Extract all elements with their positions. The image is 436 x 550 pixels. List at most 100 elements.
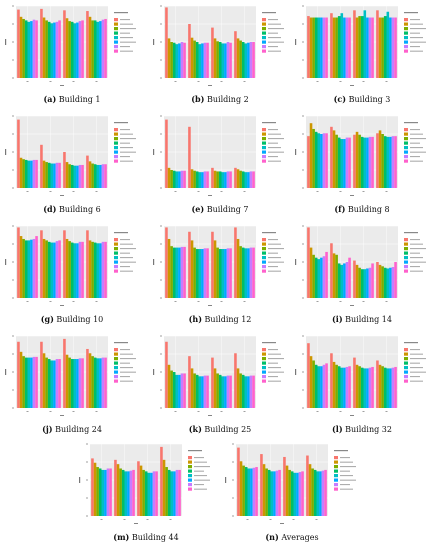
bar	[376, 262, 379, 298]
y-axis-title	[5, 259, 7, 265]
bar	[195, 171, 199, 188]
bar	[193, 373, 196, 408]
legend-label	[410, 349, 420, 351]
panel-caption: (k) Building 25	[150, 424, 290, 434]
bar	[270, 471, 274, 516]
chart-panel-2: (b) Building 2	[150, 2, 292, 108]
legend-swatch	[404, 348, 408, 352]
bar	[308, 464, 312, 516]
bar	[32, 159, 36, 188]
bar	[237, 447, 240, 516]
bar	[24, 357, 28, 408]
legend-swatch	[188, 469, 192, 473]
bar	[101, 241, 105, 298]
chart-panel-5: (e) Building 7	[150, 112, 292, 218]
chart-panel-12: (l) Building 32	[292, 332, 434, 438]
bar	[104, 469, 107, 516]
bar	[314, 131, 318, 188]
panel-label: (g)	[40, 314, 54, 324]
legend-label	[410, 147, 423, 149]
bar	[178, 247, 181, 298]
legend-swatch	[114, 238, 118, 242]
legend-label	[268, 239, 278, 241]
bar	[63, 152, 66, 188]
bar	[96, 243, 100, 298]
x-tick-label	[26, 411, 29, 412]
bar	[42, 160, 46, 188]
bar	[35, 159, 38, 188]
bar	[99, 21, 102, 78]
bar	[244, 467, 248, 516]
legend-label	[120, 19, 130, 21]
x-tick-label	[220, 411, 223, 412]
bar	[180, 246, 184, 298]
bar	[104, 357, 107, 408]
panel-label: (i)	[332, 314, 343, 324]
y-tick	[302, 59, 304, 61]
bar	[307, 136, 310, 188]
bar	[47, 241, 51, 298]
legend-title	[334, 450, 348, 452]
y-tick	[160, 115, 162, 117]
bar	[363, 368, 367, 408]
legend-swatch	[188, 487, 192, 491]
y-tick	[12, 243, 14, 245]
bar	[383, 267, 387, 298]
bar	[165, 119, 168, 188]
bar	[198, 376, 202, 408]
bar	[383, 367, 387, 408]
bar	[198, 172, 202, 188]
legend-swatch	[114, 251, 118, 255]
x-tick-label	[49, 411, 52, 412]
y-tick	[302, 371, 304, 373]
legend-label	[120, 380, 133, 382]
bar	[218, 249, 222, 298]
legend-swatch	[262, 238, 266, 242]
bar	[386, 11, 390, 78]
bar	[371, 263, 374, 298]
bar	[252, 467, 256, 516]
bar	[358, 134, 361, 188]
bar	[81, 164, 84, 188]
legend-label	[194, 475, 207, 477]
legend-label	[410, 28, 426, 30]
x-tick-label	[49, 301, 52, 302]
panel-label: (d)	[43, 204, 57, 214]
bar	[76, 359, 79, 408]
legend-swatch	[114, 22, 118, 26]
bar	[93, 164, 97, 188]
bar	[314, 17, 318, 78]
bar	[91, 163, 94, 188]
legend-swatch	[114, 141, 118, 145]
x-tick-label	[95, 301, 98, 302]
x-tick-label	[316, 411, 319, 412]
bar-chart	[153, 335, 284, 416]
bar	[383, 16, 387, 78]
bar	[236, 238, 240, 298]
legend-swatch	[334, 469, 338, 473]
bar	[104, 241, 107, 298]
legend-title	[262, 12, 276, 14]
bar	[198, 249, 202, 298]
bar	[366, 268, 369, 298]
legend-swatch	[114, 49, 118, 53]
bar	[201, 376, 204, 408]
x-tick-label	[339, 81, 342, 82]
legend-label	[410, 41, 426, 43]
y-tick	[160, 279, 162, 281]
bar	[337, 366, 341, 408]
legend-swatch	[114, 27, 118, 31]
y-tick	[12, 77, 14, 79]
x-tick-label	[95, 191, 98, 192]
chart-panel-10: (j) Building 24	[2, 332, 144, 438]
bar	[216, 247, 219, 298]
x-axis-title	[350, 415, 354, 416]
y-tick	[302, 151, 304, 153]
x-tick-label	[269, 519, 272, 520]
bar	[121, 469, 125, 516]
x-tick-label	[72, 191, 75, 192]
y-tick	[12, 133, 14, 135]
bar	[312, 254, 315, 298]
x-axis-title	[60, 305, 64, 306]
x-tick-label	[362, 411, 365, 412]
